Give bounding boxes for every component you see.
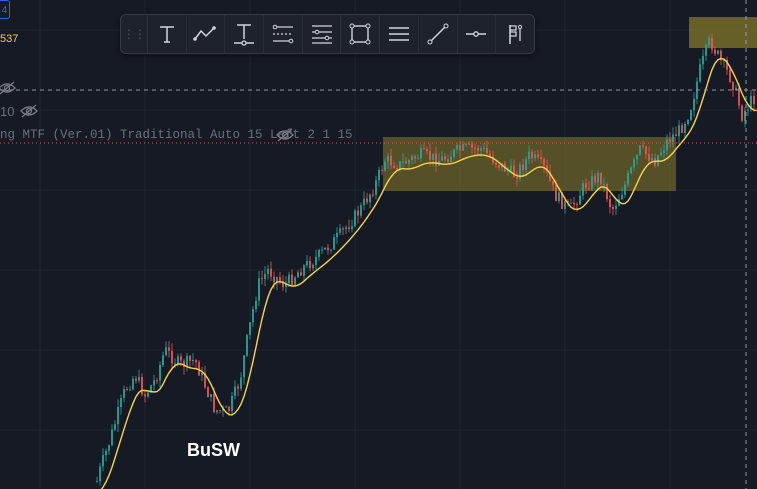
symbol-badge[interactable]: 4 bbox=[0, 0, 10, 19]
path-tool-icon[interactable] bbox=[185, 15, 225, 53]
indicator-row-2-label: ng MTF (Ver.01) Traditional Auto 15 Left… bbox=[0, 128, 353, 142]
drag-handle-icon[interactable]: ⋮⋮ bbox=[122, 27, 146, 41]
anchored-text-icon[interactable] bbox=[224, 15, 263, 53]
moving-average-line bbox=[100, 57, 757, 489]
fib-extension-icon[interactable] bbox=[301, 15, 341, 53]
fib-retracement-icon[interactable] bbox=[262, 15, 302, 53]
parallel-lines-icon[interactable] bbox=[379, 15, 418, 53]
chart-annotation-label[interactable]: BuSW bbox=[187, 440, 240, 460]
horizontal-ray-icon[interactable] bbox=[456, 15, 496, 53]
flag-mark-icon[interactable] bbox=[495, 15, 534, 53]
price-value: 537 bbox=[0, 33, 19, 45]
visibility-eye-icon[interactable] bbox=[0, 81, 16, 100]
drawing-toolbar: ⋮⋮ bbox=[120, 14, 535, 54]
hide-indicator-2-eye-icon[interactable] bbox=[276, 128, 294, 147]
trend-line-icon[interactable] bbox=[417, 15, 457, 53]
rectangle-tool-icon[interactable] bbox=[340, 15, 379, 53]
hide-indicator-eye-icon[interactable] bbox=[20, 104, 38, 123]
zone-2[interactable] bbox=[689, 17, 757, 48]
candlesticks bbox=[96, 33, 755, 486]
indicator-row-1-value: 10 bbox=[0, 104, 15, 119]
text-tool-icon[interactable] bbox=[146, 15, 186, 53]
